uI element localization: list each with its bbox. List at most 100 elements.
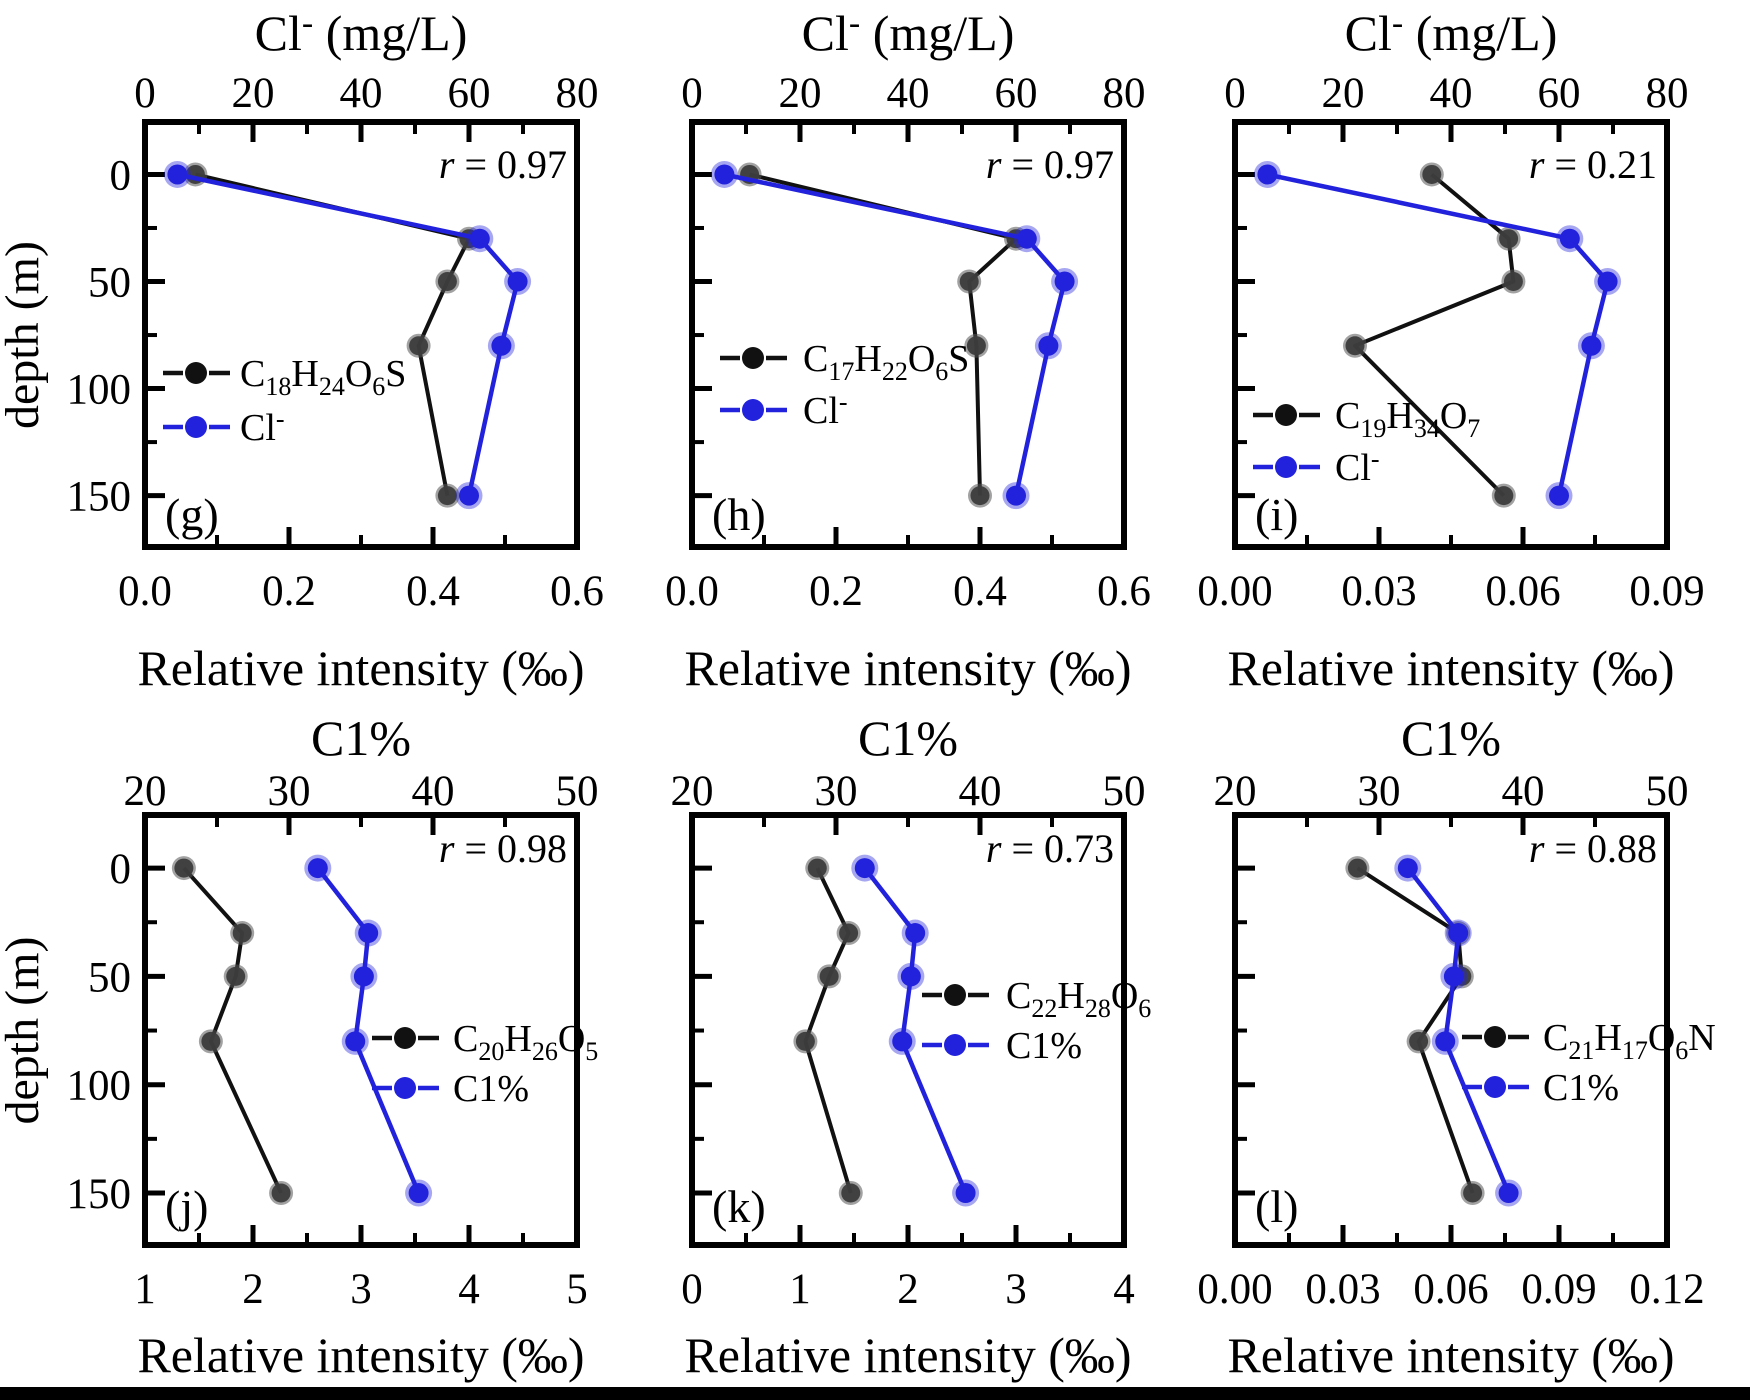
x-top-tick-label: 80 [1103,70,1146,117]
x-bottom-tick-label: 3 [1005,1266,1027,1313]
series-line-C18H24O6S [194,172,471,496]
legend-label: C1% [1006,1025,1082,1067]
x-bottom-tick-label: 0.2 [262,568,316,615]
x-top-tick-label: 40 [1502,768,1545,815]
x-top-tick-label: 40 [887,70,930,117]
data-marker [1435,1031,1456,1052]
series-markers-Cl- [1253,160,1622,510]
legend-label: C1% [1543,1067,1619,1109]
x-top-tick-label: 40 [959,768,1002,815]
x-bottom-tick-label: 5 [566,1266,588,1313]
panel-letter: (i) [1255,489,1298,540]
top-axis-title: Cl- (mg/L) [255,5,468,62]
data-marker [1054,271,1075,292]
x-bottom-tick-label: 0.06 [1485,568,1560,615]
x-top-tick-label: 50 [556,768,599,815]
legend-label: C21H17O6N [1543,1017,1716,1065]
data-marker [1448,923,1469,944]
x-top-tick-label: 40 [340,70,383,117]
panel-letter: (h) [712,489,766,540]
data-marker [892,1031,913,1052]
data-marker [1347,858,1367,878]
x-top-tick-label: 40 [412,768,455,815]
series-markers-C17H22O6S [737,162,1028,508]
data-marker [955,1183,976,1204]
data-marker [201,1031,221,1051]
legend-label: Cl- [803,387,848,432]
legend-item-C19H34O7: C19H34O7 [1253,395,1480,443]
bottom-axis-caption: Relative intensity (‰) [1227,640,1674,696]
data-marker [959,272,979,292]
data-marker [1422,164,1442,184]
legend-item-Cl-: Cl- [163,404,285,449]
correlation-label: r = 0.97 [439,142,567,187]
x-bottom-tick-label: 1 [134,1266,156,1313]
panel-k: 20 30 40 50 0 1 2 3 4 C1% Relative intensity (‰) C2… [671,710,1152,1383]
panel-i: 0 20 40 60 80 0.00 0.03 0.06 0.09 Cl- (mg/L) Relat… [1197,5,1704,697]
x-top-tick-label: 30 [1358,768,1401,815]
y-tick-label: 50 [88,954,131,1001]
y-tick-label: 150 [67,474,132,521]
series-line-C22H28O6 [803,867,853,1194]
data-marker [1257,164,1278,185]
data-marker [226,966,246,986]
data-marker [358,923,379,944]
x-top-tick-label: 20 [779,70,822,117]
panel-letter: (k) [712,1181,766,1232]
y-tick-label: 0 [110,152,132,199]
series-markers-C21H17O6N [1345,856,1485,1206]
data-marker [174,858,194,878]
x-bottom-tick-label: 0.09 [1521,1266,1596,1313]
y-tick-label: 100 [67,367,132,414]
x-bottom-tick-label: 0.12 [1629,1266,1704,1313]
x-top-tick-label: 60 [995,70,1038,117]
data-marker [970,486,990,506]
x-top-tick-label: 20 [232,70,275,117]
x-bottom-tick-label: 0.0 [118,568,172,615]
x-bottom-tick-label: 3 [350,1266,372,1313]
x-bottom-tick-label: 0.06 [1413,1266,1488,1313]
legend-marker [1484,1026,1506,1048]
series-markers-Cl- [710,160,1079,510]
legend-label: Cl- [240,404,285,449]
x-bottom-tick-label: 0.4 [406,568,460,615]
data-marker [408,1183,429,1204]
legend-item-C17H22O6S: C17H22O6S [720,338,969,386]
data-marker [507,271,528,292]
data-marker [1503,272,1523,292]
y-tick-label: 150 [67,1171,132,1218]
series-line-C1% [863,866,968,1194]
data-marker [905,923,926,944]
data-marker [469,228,490,249]
legend-label: C18H24O6S [240,353,406,401]
y-axis-label: depth (m) [0,241,49,429]
data-marker [1038,335,1059,356]
x-top-tick-label: 50 [1646,768,1689,815]
data-marker [409,336,429,356]
x-top-tick-label: 50 [1103,768,1146,815]
y-tick-label: 0 [110,846,132,893]
series-markers-C20H26O5 [171,856,294,1206]
top-axis-title: Cl- (mg/L) [802,5,1015,62]
x-top-tick-label: 20 [1214,768,1257,815]
x-bottom-tick-label: 4 [1113,1266,1135,1313]
data-marker [841,1183,861,1203]
top-axis-title: Cl- (mg/L) [1345,5,1558,62]
data-marker [353,966,374,987]
correlation-label: r = 0.21 [1529,142,1657,187]
x-bottom-tick-label: 4 [458,1266,480,1313]
legend-label: C20H26O5 [453,1018,598,1066]
data-marker [1549,485,1569,506]
x-top-tick-label: 0 [681,70,703,117]
top-axis-title: C1% [1401,710,1501,766]
x-bottom-tick-label: 0.09 [1629,568,1704,615]
x-bottom-tick-label: 0.6 [1097,568,1151,615]
series-line-Cl- [176,172,520,497]
data-marker [1397,858,1418,879]
x-bottom-tick-label: 0.03 [1305,1266,1380,1313]
bottom-axis-caption: Relative intensity (‰) [1227,1327,1674,1383]
legend-label: C17H22O6S [803,338,969,386]
legend-marker [394,1077,416,1099]
data-marker [795,1031,815,1051]
